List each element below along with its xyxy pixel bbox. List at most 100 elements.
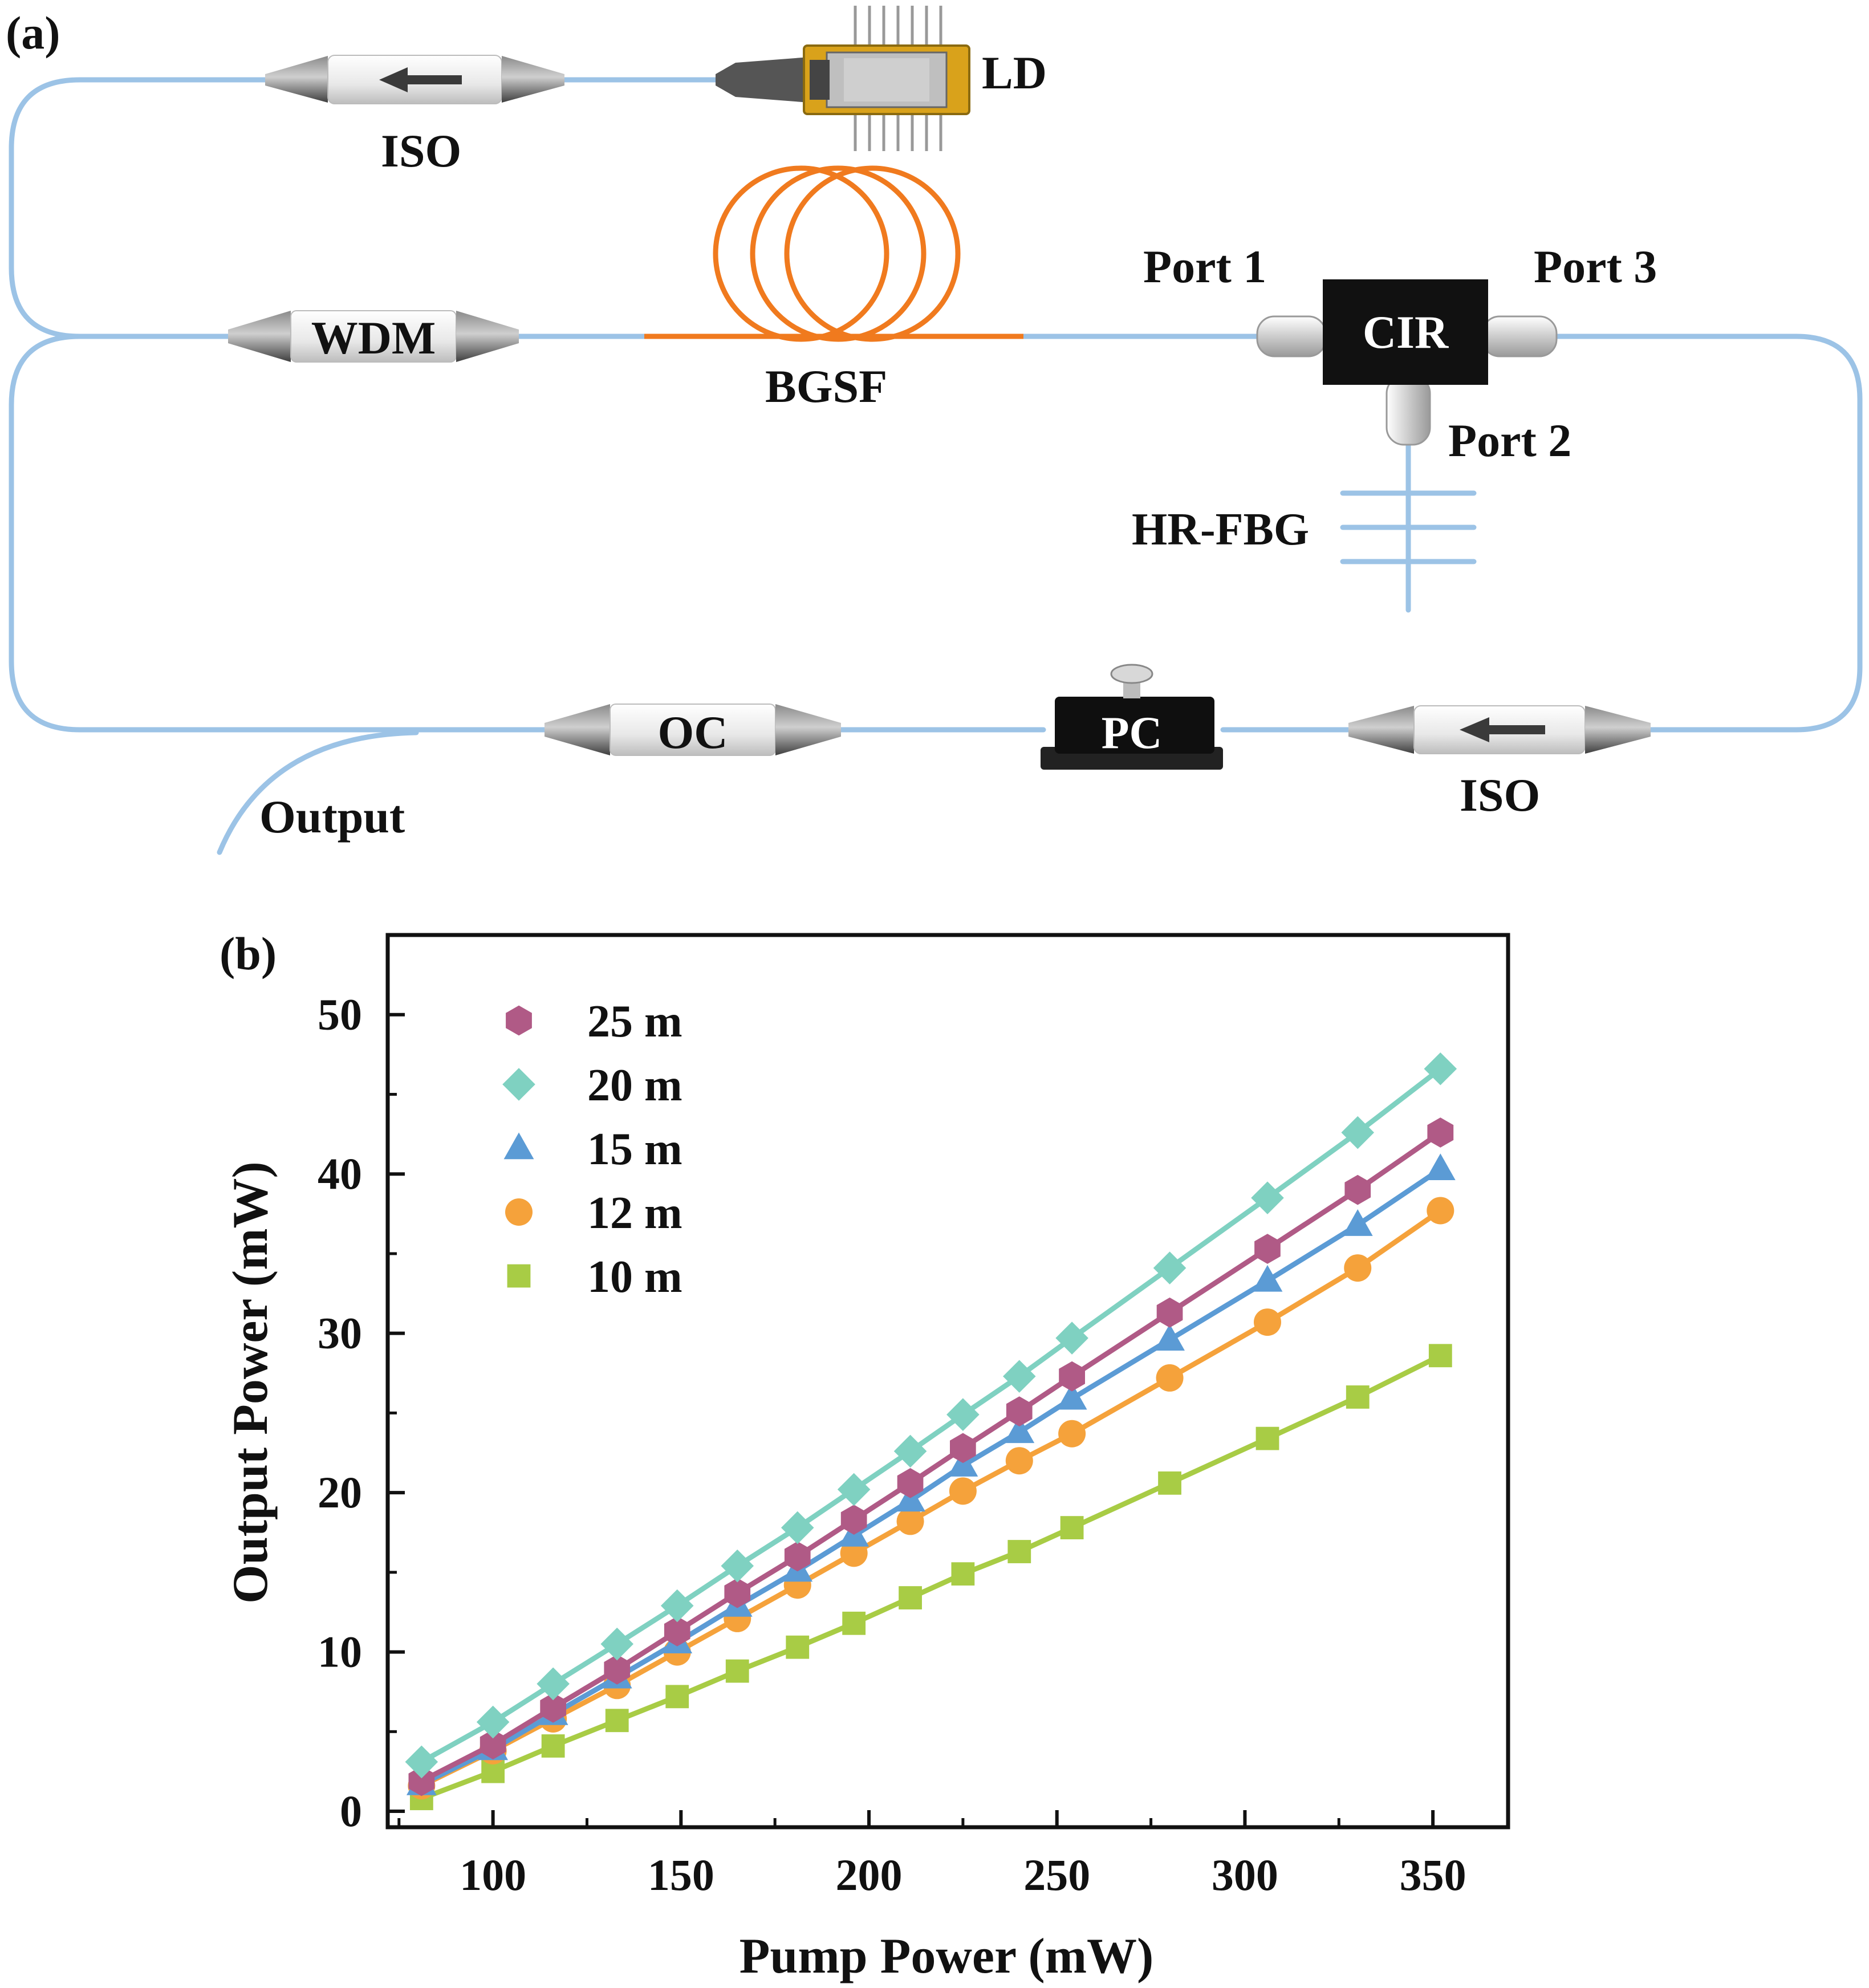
legend-item: 15 m <box>503 1124 682 1174</box>
data-point <box>1055 1322 1088 1355</box>
wdm-right-cone <box>456 311 519 362</box>
ld-pins <box>854 6 942 151</box>
fiber-output <box>217 730 419 855</box>
x-axis-label: Pump Power (mW) <box>740 1929 1154 1984</box>
data-point <box>1158 1471 1181 1495</box>
series-10m <box>409 1344 1452 1811</box>
data-point <box>781 1511 814 1544</box>
laser-diode <box>716 6 970 151</box>
data-point <box>786 1635 810 1659</box>
series-line <box>420 1167 1442 1787</box>
panel-a: (a) ISO <box>6 6 1863 855</box>
series-layer <box>405 1052 1457 1811</box>
fiber-paths <box>9 77 1863 855</box>
data-point <box>480 1729 506 1760</box>
legend-label: 10 m <box>587 1252 682 1302</box>
data-point <box>600 1627 634 1661</box>
oc-right-cone <box>775 704 841 755</box>
data-point <box>541 1734 565 1758</box>
output-coupler <box>545 704 841 756</box>
data-point <box>540 1693 566 1723</box>
data-point <box>1254 1234 1281 1264</box>
cir-label: CIR <box>1363 306 1449 358</box>
data-point <box>1256 1426 1279 1450</box>
polarization-controller <box>1041 664 1223 770</box>
data-point <box>1059 1361 1085 1392</box>
data-point <box>1058 1420 1086 1448</box>
cir-port2-connector <box>1386 375 1431 446</box>
series-line <box>420 1208 1442 1788</box>
data-point <box>1153 1251 1187 1284</box>
data-point <box>1344 1254 1372 1282</box>
bgsf-coil <box>644 165 1023 342</box>
x-tick-label: 150 <box>648 1850 714 1900</box>
data-point <box>896 1507 924 1535</box>
pc-knob-icon <box>1110 664 1153 684</box>
fiber-main-ring <box>9 334 547 733</box>
legend-marker <box>507 1264 531 1288</box>
y-axis-label: Output Power (mW) <box>223 1161 278 1604</box>
iso-bottom-label: ISO <box>1460 769 1540 821</box>
oc-label: OC <box>658 706 728 758</box>
data-point <box>1342 1209 1373 1236</box>
wdm-coupler <box>228 310 519 363</box>
iso-bottom-left-cone <box>1348 706 1414 754</box>
legend-item: 20 m <box>502 1060 682 1111</box>
legend-marker <box>506 1005 532 1036</box>
iso-bottom-right-cone <box>1585 706 1651 754</box>
data-point <box>405 1745 438 1779</box>
data-point <box>1344 1174 1371 1205</box>
data-point <box>537 1667 570 1701</box>
legend-label: 25 m <box>587 997 682 1047</box>
data-point <box>1346 1385 1370 1409</box>
pc-label: PC <box>1102 708 1163 758</box>
data-point <box>1156 1364 1184 1392</box>
data-point <box>721 1549 754 1583</box>
data-point <box>1428 1344 1452 1368</box>
arrow-left-icon <box>1460 717 1545 742</box>
legend-item: 25 m <box>506 997 682 1047</box>
data-point <box>950 1433 976 1463</box>
series-25m <box>408 1117 1454 1796</box>
series-line <box>420 1067 1443 1765</box>
data-point <box>784 1541 811 1572</box>
data-point <box>1156 1297 1183 1328</box>
cir-port1-connector <box>1256 315 1327 357</box>
data-point <box>408 1766 435 1796</box>
data-point <box>899 1586 922 1609</box>
data-point <box>724 1578 751 1608</box>
legend-marker <box>502 1068 535 1101</box>
legend-item: 12 m <box>505 1188 682 1238</box>
isolator-top <box>265 55 564 104</box>
data-point <box>951 1562 975 1586</box>
data-point <box>660 1589 694 1623</box>
data-point <box>665 1685 689 1709</box>
arrow-left-icon <box>379 67 462 92</box>
data-point <box>1004 1416 1035 1444</box>
panel-b: (b) 100 150 200 250 300 350 0 10 20 30 40 50 25 m 20… <box>220 928 1510 1984</box>
data-point <box>1252 1265 1283 1292</box>
data-point <box>837 1473 871 1506</box>
data-point <box>1057 1383 1087 1410</box>
bgsf-label: BGSF <box>765 360 887 412</box>
x-tick-label: 300 <box>1212 1850 1278 1900</box>
data-point <box>1060 1516 1084 1540</box>
data-point <box>725 1659 749 1683</box>
data-point <box>893 1434 927 1468</box>
pc-body <box>1055 697 1214 754</box>
data-point <box>1002 1360 1036 1393</box>
legend: 25 m 20 m 15 m 12 m 10 m <box>502 997 682 1302</box>
wdm-label: WDM <box>311 312 436 364</box>
data-point <box>1007 1540 1031 1563</box>
hr-fbg-label: HR-FBG <box>1132 505 1309 555</box>
legend-marker <box>505 1198 533 1226</box>
data-point <box>1425 1153 1456 1181</box>
panel-a-label: (a) <box>6 7 60 59</box>
x-tick-label: 350 <box>1400 1850 1466 1900</box>
port2-label: Port 2 <box>1448 414 1571 466</box>
ld-window <box>844 58 929 101</box>
iso-top-right-cone <box>502 56 564 103</box>
data-point <box>664 1616 690 1646</box>
legend-marker <box>503 1132 534 1160</box>
